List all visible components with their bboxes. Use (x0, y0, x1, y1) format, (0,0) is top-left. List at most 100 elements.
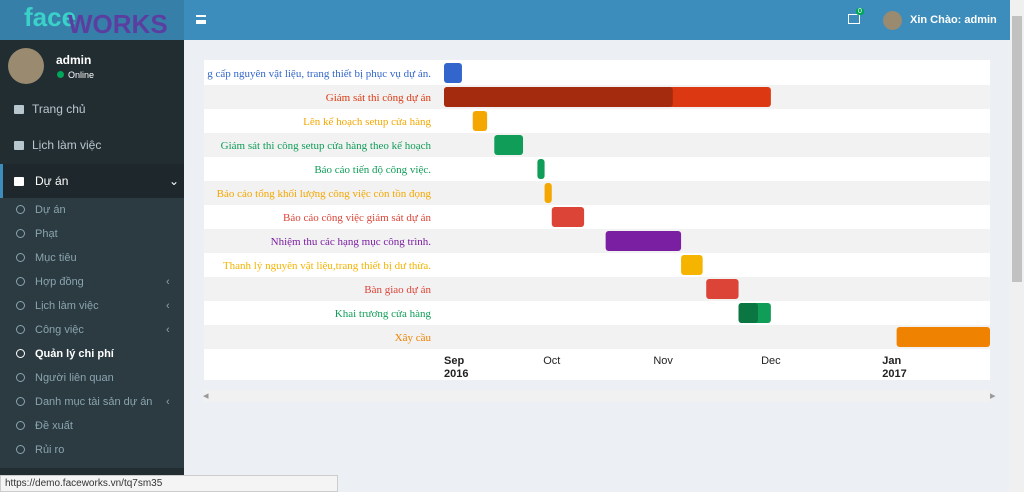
v-scroll-thumb[interactable] (1012, 16, 1022, 282)
task-label: g cấp nguyên vật liệu, trang thiết bị ph… (207, 68, 431, 80)
x-tick-year: 2016 (444, 368, 468, 380)
bullet (16, 397, 25, 406)
submenu-item[interactable]: Rủi ro (0, 438, 184, 462)
task-bar[interactable] (494, 135, 524, 155)
scroll-right[interactable]: ▸ (990, 390, 996, 402)
submenu-item[interactable]: Lịch làm việc ‹ (0, 294, 184, 318)
bullet (16, 277, 25, 286)
task-progress (738, 303, 758, 323)
status-bar: https://demo.faceworks.vn/tq7sm35 (0, 475, 338, 492)
menu-icon (14, 105, 24, 114)
submenu-label: Hợp đồng (35, 276, 84, 288)
user-panel: admin Online (0, 40, 184, 96)
submenu-item[interactable]: Phạt (0, 222, 184, 246)
sidebar: face WORKS admin Online Trang chủ Lịch làm… (0, 0, 184, 492)
chevron-down: ⌄ (169, 174, 180, 188)
submenu-item[interactable]: Dự án (0, 198, 184, 222)
task-bar[interactable] (681, 255, 703, 275)
menu-label: Trang chủ (32, 102, 86, 116)
row-band (204, 325, 990, 349)
h-scrollbar[interactable] (204, 390, 990, 402)
task-label: Lên kế hoạch setup cửa hàng (303, 116, 431, 128)
mail-badge: 0 (856, 8, 864, 15)
submenu-label: Phạt (35, 228, 58, 240)
x-tick-label: Jan (882, 355, 901, 367)
row-band (204, 277, 990, 301)
submenu-label: Quản lý chi phí (35, 348, 114, 360)
submenu-label: Công việc (35, 324, 84, 336)
content: ◂ ▸ g cấp nguyên vật liệu, trang thiết b… (184, 40, 1010, 492)
task-label: Thanh lý nguyên vật liệu,trang thiết bị … (223, 260, 431, 272)
chevron-left: ‹ (166, 396, 170, 408)
header: 0 Xin Chào: admin (184, 0, 1010, 40)
task-bar[interactable] (472, 111, 488, 131)
submenu-item[interactable]: Quản lý chi phí (0, 342, 184, 366)
status-dot (57, 71, 64, 78)
bullet (16, 253, 25, 262)
submenu-item[interactable]: Mục tiêu (0, 246, 184, 270)
chevron-left: ‹ (166, 300, 170, 312)
bullet (16, 421, 25, 430)
submenu-item[interactable]: Đề xuất (0, 414, 184, 438)
x-tick-year: 2017 (882, 368, 906, 380)
bullet (16, 229, 25, 238)
bullet (16, 373, 25, 382)
x-tick-label: Sep (444, 355, 464, 367)
task-label: Khai trương cửa hàng (335, 308, 432, 320)
submenu-label: Đề xuất (35, 420, 73, 432)
chevron-left: ‹ (166, 276, 170, 288)
task-label: Báo cáo tổng khối lượng công việc còn tồ… (217, 188, 432, 200)
scroll-left[interactable]: ◂ (203, 390, 209, 402)
task-progress (444, 87, 673, 107)
submenu-label: Lịch làm việc (35, 300, 99, 312)
task-label: Báo cáo tiến độ công việc. (314, 164, 431, 176)
task-label: Nhiệm thu các hạng mục công trình. (271, 236, 432, 248)
bullet (16, 349, 25, 358)
menu-label: Dự án (35, 174, 69, 188)
submenu: Dự án Phạt Mục tiêu Hợp đồng ‹ Lịch làm việc ‹… (0, 198, 184, 468)
greeting[interactable]: Xin Chào: admin (910, 14, 997, 26)
bullet (16, 325, 25, 334)
menu-label: Lịch làm việc (32, 138, 102, 152)
submenu-label: Người liên quan (35, 372, 114, 384)
x-tick-label: Nov (653, 355, 673, 367)
bullet (16, 445, 25, 454)
submenu-label: Mục tiêu (35, 252, 77, 264)
bullet (16, 301, 25, 310)
gantt-chart: ◂ ▸ g cấp nguyên vật liệu, trang thiết b… (203, 60, 996, 402)
submenu-item[interactable]: Hợp đồng ‹ (0, 270, 184, 294)
row-band (204, 181, 990, 205)
task-bar[interactable] (444, 63, 462, 83)
menu-item[interactable]: Dự án ⌄ (0, 164, 184, 199)
task-bar[interactable] (544, 183, 552, 203)
task-label: Bàn giao dự án (364, 284, 431, 296)
submenu-item[interactable]: Công việc ‹ (0, 318, 184, 342)
menu-toggle[interactable] (196, 15, 206, 24)
task-label: Xây cầu (395, 332, 432, 344)
task-bar[interactable] (551, 207, 585, 227)
menu-item[interactable]: Lịch làm việc (0, 128, 184, 163)
row-band (204, 229, 990, 253)
user-status: Online (68, 70, 95, 80)
task-bar[interactable] (605, 231, 682, 251)
task-bar[interactable] (537, 159, 545, 179)
logo-part: WORKS (68, 9, 168, 39)
submenu-label: Danh mục tài sản dự án (35, 396, 153, 408)
mail-icon[interactable] (848, 14, 860, 24)
submenu-item[interactable]: Người liên quan (0, 366, 184, 390)
submenu-label: Dự án (35, 204, 66, 216)
header-avatar[interactable] (883, 11, 902, 30)
task-bar[interactable] (896, 327, 990, 347)
logo[interactable]: face WORKS (0, 0, 184, 40)
row-band (204, 133, 990, 157)
submenu-item[interactable]: Danh mục tài sản dự án ‹ (0, 390, 184, 414)
menu-item[interactable]: Trang chủ (0, 92, 184, 127)
bullet (16, 205, 25, 214)
task-label: Báo cáo công việc giám sát dự án (283, 212, 431, 224)
user-name: admin (56, 53, 92, 67)
x-tick-label: Oct (543, 355, 560, 367)
chevron-left: ‹ (166, 324, 170, 336)
x-tick-label: Dec (761, 355, 781, 367)
task-bar[interactable] (706, 279, 739, 299)
